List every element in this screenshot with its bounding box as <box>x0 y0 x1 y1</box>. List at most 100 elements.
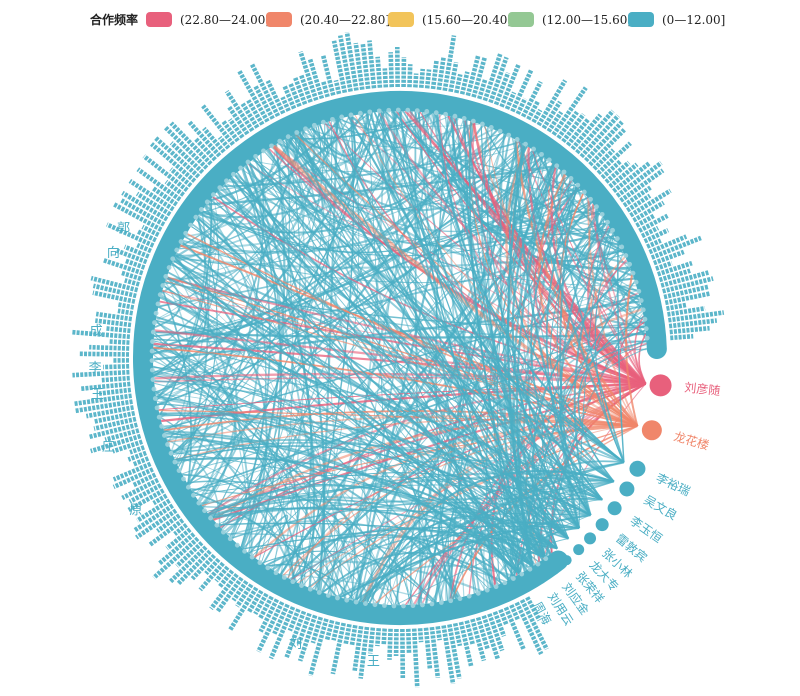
ring-node-dot <box>546 157 552 163</box>
node[interactable] <box>522 582 533 593</box>
crowded-label <box>123 244 150 259</box>
crowded-label <box>608 162 639 189</box>
link <box>410 519 442 605</box>
node[interactable] <box>629 460 646 477</box>
node[interactable] <box>573 544 585 556</box>
crowded-label <box>298 51 319 101</box>
crowded-label <box>308 618 329 677</box>
crowded-label <box>136 498 171 523</box>
crowded-label <box>536 79 568 127</box>
crowded-label <box>117 308 134 316</box>
ring-node-dot <box>316 590 322 595</box>
crowded-label <box>648 234 688 255</box>
ring-node-dot <box>162 433 167 438</box>
crowded-label <box>612 161 652 193</box>
crowded-label <box>307 57 325 100</box>
ring-node-dot <box>257 560 263 566</box>
crowded-label <box>115 248 148 265</box>
ring-node-dot <box>253 153 259 159</box>
link-strong <box>514 139 639 427</box>
ring-node-dot <box>605 219 610 225</box>
crowded-label <box>287 608 301 632</box>
crowded-label <box>112 202 163 232</box>
ring-node-dot <box>185 484 191 490</box>
node[interactable] <box>595 518 609 532</box>
crowded-label <box>121 477 160 501</box>
crowded-label <box>413 73 419 88</box>
node[interactable] <box>561 555 572 566</box>
link <box>390 110 523 192</box>
ring-node-dot <box>344 597 350 603</box>
ring-node-dot <box>153 310 159 316</box>
ring-node-dot <box>488 125 494 130</box>
crowded-label <box>436 56 446 91</box>
ring-node-dot <box>174 247 180 253</box>
node[interactable] <box>548 564 559 575</box>
crowded-label <box>128 483 162 504</box>
crowded-label <box>268 606 296 660</box>
crowded-label <box>92 283 137 299</box>
crowded-label <box>492 611 507 637</box>
ring-node-dot <box>234 542 240 548</box>
crowded-label <box>157 532 196 566</box>
crowded-label <box>629 188 672 218</box>
link <box>157 403 299 579</box>
crowded-label <box>669 325 710 335</box>
ring-node-dot <box>325 593 331 598</box>
crowded-label <box>320 55 336 96</box>
crowded-label <box>198 561 225 592</box>
ring-node-dot <box>643 326 649 332</box>
node-label: 原 <box>129 503 142 518</box>
crowded-label <box>387 628 393 660</box>
link-strong <box>589 260 647 385</box>
ring-node-dot <box>311 122 317 128</box>
node[interactable] <box>535 573 546 584</box>
link <box>192 491 338 598</box>
ring-node-dot <box>196 500 202 506</box>
ring-node-dot <box>151 386 157 392</box>
link <box>165 279 395 606</box>
ring-node-dot <box>424 109 430 114</box>
crowded-label <box>526 99 541 121</box>
link-strong <box>273 144 639 428</box>
node[interactable] <box>619 481 635 497</box>
crowded-label <box>169 121 213 166</box>
crowded-label <box>227 118 245 139</box>
crowded-label <box>256 601 285 653</box>
crowded-label <box>249 63 281 118</box>
crowded-label <box>73 393 132 407</box>
node-label: 庄 <box>102 439 115 455</box>
crowded-label <box>407 64 413 88</box>
link <box>517 212 601 567</box>
crowded-label <box>459 71 470 95</box>
crowded-label <box>153 136 201 179</box>
crowded-label <box>668 318 718 329</box>
crowded-label <box>640 225 660 239</box>
ring-node-dot <box>214 522 220 528</box>
crowded-label <box>152 493 168 506</box>
ring-node-dot <box>249 554 255 560</box>
crowded-label <box>337 35 353 92</box>
node[interactable] <box>584 532 597 545</box>
ring-node-dot <box>149 367 155 373</box>
link <box>156 160 551 401</box>
crowded-label <box>95 318 132 328</box>
node[interactable] <box>649 374 672 397</box>
ring-node-dot <box>527 566 533 572</box>
crowded-label <box>127 488 165 512</box>
crowded-label <box>423 627 433 670</box>
crowded-label <box>150 142 197 183</box>
node[interactable] <box>607 501 622 516</box>
link-strong <box>638 333 647 385</box>
legend-swatch <box>508 12 534 27</box>
crowded-label <box>604 160 631 184</box>
link <box>229 178 603 501</box>
crowded-label <box>635 213 656 228</box>
ring-node-dot <box>191 492 196 498</box>
link <box>447 504 534 600</box>
ring-node-dot <box>410 603 416 609</box>
crowded-label <box>101 375 130 383</box>
node[interactable] <box>641 420 662 441</box>
ring-node-dot <box>514 137 520 142</box>
link <box>532 312 644 567</box>
